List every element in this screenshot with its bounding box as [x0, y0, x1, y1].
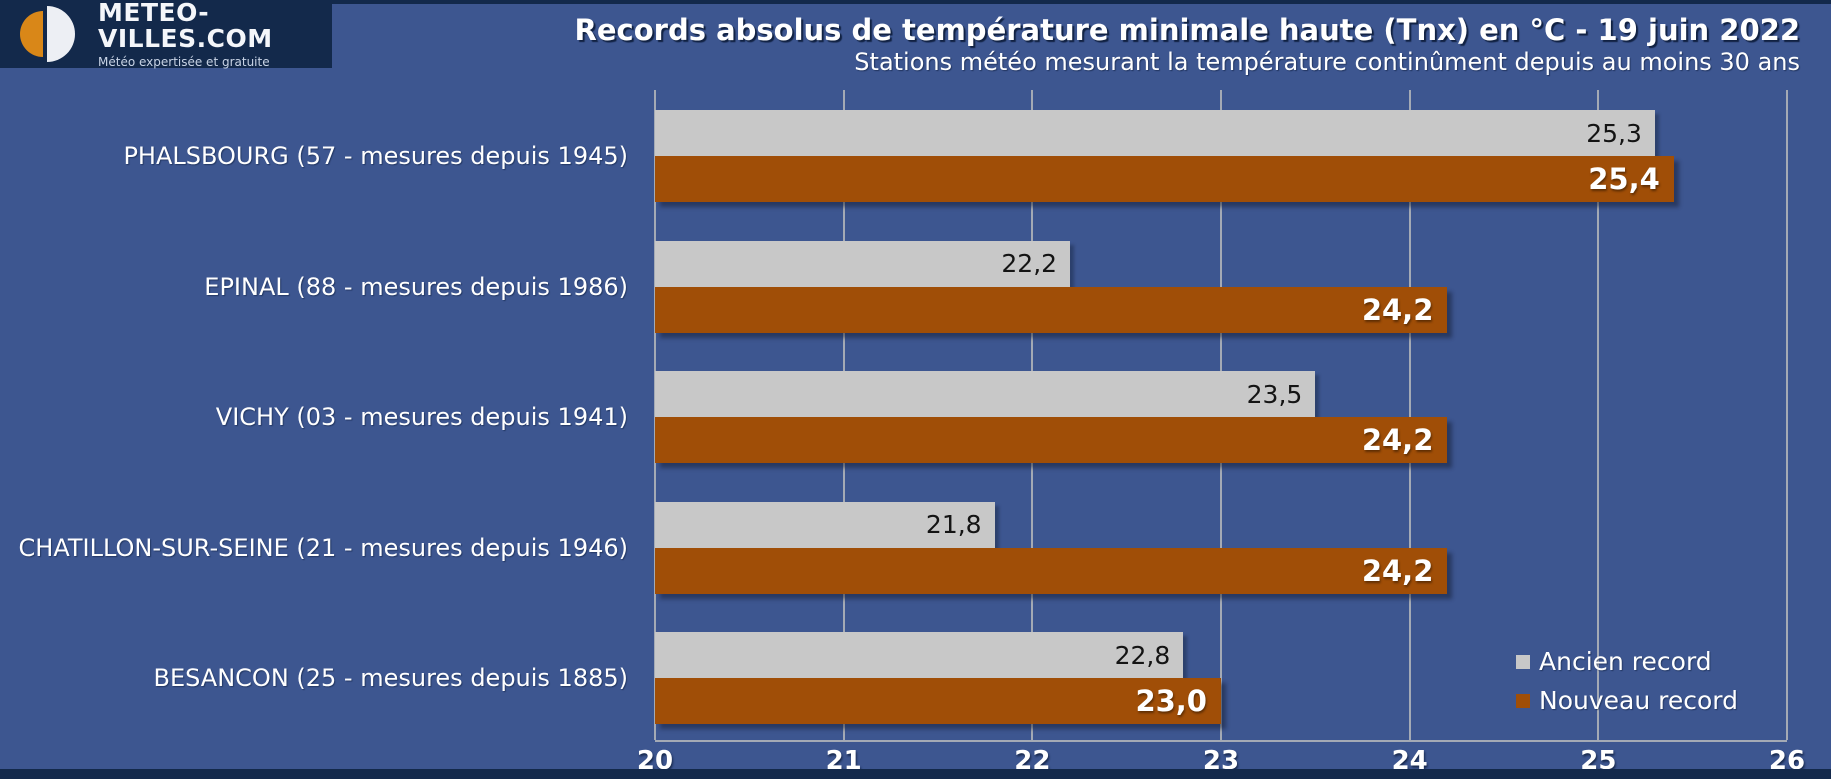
bar-ancien-record: 25,3 [655, 110, 1655, 156]
bar-pair: 23,5 24,2 [655, 371, 1787, 463]
gridline [1408, 90, 1411, 740]
bar-ancien-record: 22,2 [655, 240, 1071, 287]
bar-ancien-record: 23,5 [655, 371, 1316, 417]
chart-title: Records absolus de température minimale … [574, 13, 1800, 47]
sun-half-orange-icon [20, 11, 43, 57]
gridline [1597, 90, 1600, 740]
bar-value-label: 25,3 [1586, 118, 1642, 148]
bar-value-label: 24,2 [1361, 292, 1434, 327]
bar-value-label: 22,2 [1001, 249, 1058, 278]
category-label: PHALSBOURG (57 - mesures depuis 1945) [123, 142, 628, 170]
bottom-border-strip [0, 769, 1831, 779]
bar-pair: 22,8 23,0 [655, 632, 1787, 724]
legend: Ancien record Nouveau record [1516, 642, 1738, 720]
bar-ancien-record: 21,8 [655, 501, 995, 548]
brand-tagline: Météo expertisée et gratuite [98, 54, 270, 69]
bar-value-label: 24,2 [1361, 553, 1434, 588]
legend-label: Nouveau record [1539, 686, 1738, 715]
meteo-villes-logo: METEO-VILLES.COM Météo expertisée et gra… [0, 0, 332, 69]
legend-label: Ancien record [1539, 647, 1712, 676]
brand-name: METEO-VILLES.COM [98, 0, 273, 53]
chart-header: Records absolus de température minimale … [575, 13, 1800, 77]
legend-swatch-nouveau-record [1516, 693, 1530, 708]
top-border-strip [0, 0, 1831, 4]
legend-item: Ancien record [1516, 642, 1738, 681]
x-axis-line [655, 740, 1787, 742]
bar-nouveau-record: 24,2 [655, 547, 1448, 594]
bar-value-label: 24,2 [1361, 423, 1434, 457]
logo-text-block: METEO-VILLES.COM Météo expertisée et gra… [98, 0, 332, 69]
bar-pair: 21,8 24,2 [655, 501, 1787, 594]
bar-nouveau-record: 24,2 [655, 286, 1448, 333]
bar-value-label: 25,4 [1588, 162, 1660, 196]
category-label: EPINAL (88 - mesures depuis 1986) [204, 272, 628, 301]
category-label: BESANCON (25 - mesures depuis 1885) [153, 664, 628, 692]
bar-value-label: 23,0 [1135, 684, 1207, 718]
bar-ancien-record: 22,8 [655, 632, 1184, 678]
bar-nouveau-record: 25,4 [655, 156, 1674, 202]
bar-nouveau-record: 23,0 [655, 678, 1221, 724]
chart-subtitle: Stations météo mesurant la température c… [854, 48, 1800, 76]
category-label: VICHY (03 - mesures depuis 1941) [215, 403, 628, 431]
bar-pair: 22,2 24,2 [655, 240, 1787, 333]
category-label: CHATILLON-SUR-SEINE (21 - mesures depuis… [18, 533, 628, 562]
legend-item: Nouveau record [1516, 681, 1738, 720]
bar-nouveau-record: 24,2 [655, 417, 1448, 463]
sun-half-white-icon [47, 6, 75, 62]
bar-pair: 25,3 25,4 [655, 110, 1787, 202]
plot-area: 25,3 25,4 22,2 24,2 23,5 24,2 21,8 24,2 22,8 23,0 [654, 90, 1788, 742]
gridline [1786, 90, 1788, 740]
legend-swatch-ancien-record [1516, 654, 1530, 669]
bar-value-label: 21,8 [925, 510, 982, 539]
sun-circle-icon [20, 6, 76, 62]
bar-value-label: 22,8 [1114, 640, 1171, 670]
bar-value-label: 23,5 [1246, 379, 1303, 409]
